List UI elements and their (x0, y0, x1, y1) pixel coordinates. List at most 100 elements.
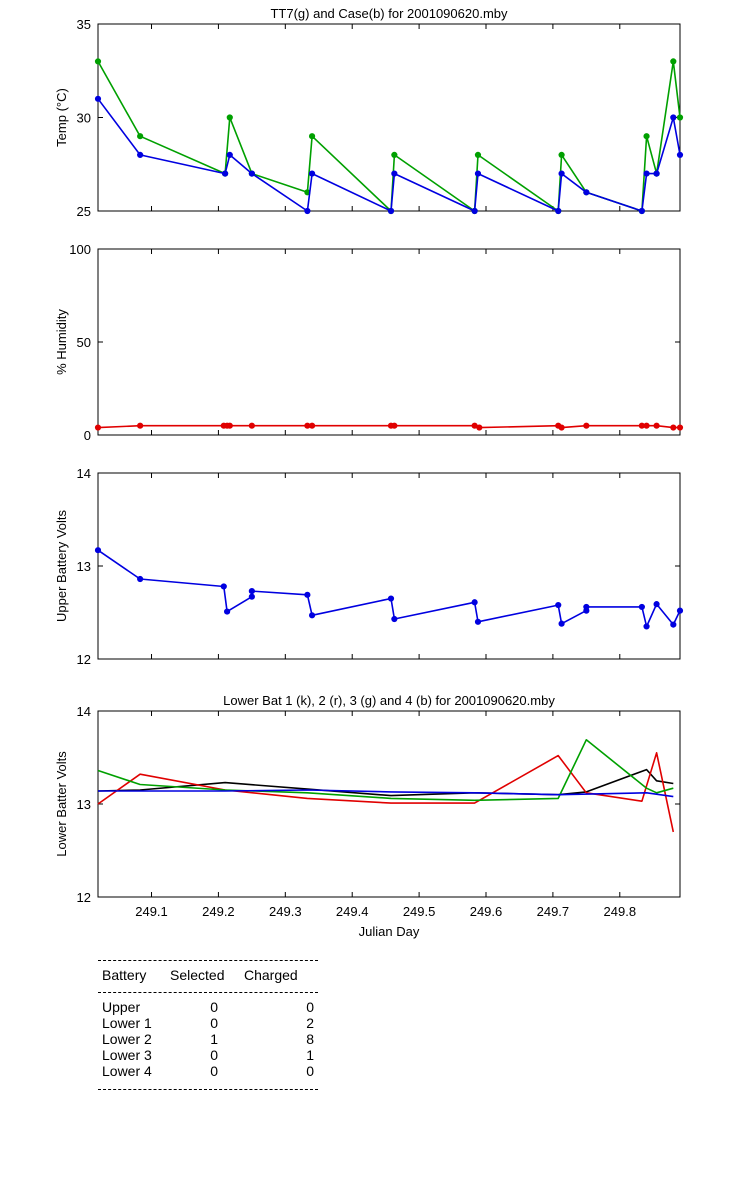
upper-data-point (558, 620, 565, 627)
temp-data-point (226, 151, 233, 158)
temp-data-point (555, 207, 562, 215)
x-tick-label: 249.2 (202, 904, 235, 919)
cell-battery: Upper (102, 999, 141, 1015)
temp-series-case-line (97, 98, 681, 212)
temp-data-point (304, 207, 311, 215)
upper-data-point (653, 601, 660, 608)
humidity-data-point (391, 422, 398, 429)
table-body: Upper 0 0 Lower 1 0 2 Lower 2 1 8 Lower … (98, 993, 318, 1089)
upper-series-upper-line (97, 549, 681, 628)
temp-data-point (222, 170, 229, 177)
temp-data-point (137, 151, 144, 158)
humidity-data-point (653, 422, 660, 429)
temp-data-point (248, 170, 255, 177)
humidity-data-point (476, 424, 483, 431)
temp-chart-title: TT7(g) and Case(b) for 2001090620.mby (270, 6, 508, 21)
temp-data-point (653, 170, 660, 177)
temp-data-point (670, 114, 677, 121)
temp-data-point (583, 189, 590, 196)
x-tick-label: 249.4 (336, 904, 369, 919)
cell-selected: 0 (210, 1047, 218, 1063)
upper-data-point (583, 603, 590, 611)
humidity-ytick-label: 50 (77, 335, 91, 350)
cell-selected: 1 (210, 1031, 218, 1047)
upper-data-point (304, 591, 311, 598)
lower-axes-box (97, 710, 681, 898)
table-top-rule (98, 960, 318, 961)
header-charged: Charged (244, 967, 298, 983)
cell-battery: Lower 3 (102, 1047, 152, 1063)
upper-data-point (220, 583, 227, 590)
upper-data-point (137, 575, 144, 583)
upper-data-point (676, 607, 684, 614)
humidity-ytick-label: 100 (69, 242, 91, 257)
upper-data-point (471, 599, 478, 606)
cell-selected: 0 (210, 1015, 218, 1031)
temp-axes-box (97, 23, 681, 212)
lower-panel: 12 13 14 249.1 249.2 249.3 249.4 249.5 249.6 249.… (54, 693, 681, 919)
temp-data-point (137, 133, 144, 140)
table-row: Upper 0 0 (98, 999, 318, 1015)
upper-data-point (670, 621, 677, 628)
humidity-data-point (137, 422, 144, 429)
table-row: Lower 3 0 1 (98, 1047, 318, 1063)
lower-chart-title: Lower Bat 1 (k), 2 (r), 3 (g) and 4 (b) … (223, 693, 555, 708)
lower-ytick-label: 12 (77, 890, 91, 905)
cell-selected: 0 (210, 1063, 218, 1079)
temp-data-point (391, 170, 398, 177)
x-tick-label: 249.8 (604, 904, 637, 919)
upper-ytick-label: 13 (77, 559, 91, 574)
table-header-rule (98, 992, 318, 993)
table-row: Lower 1 0 2 (98, 1015, 318, 1031)
temp-y-axis-label: Temp (°C) (54, 88, 69, 147)
humidity-panel: 0 50 100 % Humidity (54, 242, 684, 443)
temp-data-point (474, 170, 482, 177)
upper-axes-box (97, 472, 681, 660)
humidity-data-point (226, 422, 233, 429)
upper-data-point (555, 601, 562, 609)
humidity-data-point (670, 424, 677, 431)
humidity-data-point (583, 422, 590, 429)
temp-data-point (643, 133, 650, 140)
upper-ytick-label: 12 (77, 652, 91, 667)
temp-data-point (558, 151, 565, 158)
lower-series-lower-bat-4-line (98, 789, 674, 798)
upper-panel: 12 13 14 Upper Battery Volts (54, 466, 684, 667)
humidity-data-point (248, 422, 255, 429)
cell-battery: Lower 2 (102, 1031, 152, 1047)
humidity-data-point (94, 424, 102, 431)
temp-data-point (308, 133, 316, 140)
upper-data-point (94, 547, 102, 554)
humidity-data-point (643, 422, 650, 429)
temp-data-point (474, 151, 482, 158)
x-axis-label: Julian Day (359, 924, 420, 939)
lower-ytick-label: 13 (77, 797, 91, 812)
temp-data-point (676, 151, 684, 158)
cell-selected: 0 (210, 999, 218, 1015)
temp-data-point (94, 95, 102, 102)
humidity-data-point (676, 424, 684, 431)
upper-data-point (638, 603, 645, 611)
upper-data-point (391, 615, 398, 623)
cell-charged: 0 (306, 1063, 314, 1079)
header-selected: Selected (170, 967, 225, 983)
cell-charged: 0 (306, 999, 314, 1015)
upper-data-point (643, 623, 650, 630)
x-tick-label: 249.6 (470, 904, 503, 919)
table-row: Lower 4 0 0 (98, 1063, 318, 1079)
cell-charged: 1 (306, 1047, 314, 1063)
upper-ytick-label: 14 (77, 466, 91, 481)
temp-data-point (226, 114, 233, 121)
temp-series-tt7-line (97, 60, 681, 212)
lower-series-lower-bat-3-line (97, 738, 674, 802)
lower-ytick-label: 14 (77, 704, 91, 719)
upper-data-point (308, 612, 316, 619)
table-bottom-rule (98, 1089, 318, 1090)
temp-data-point (391, 151, 398, 158)
cell-battery: Lower 1 (102, 1015, 152, 1031)
temp-data-point (308, 170, 316, 177)
temp-ytick-label: 25 (77, 204, 91, 219)
upper-data-point (248, 588, 255, 595)
temp-data-point (676, 114, 684, 121)
temp-ytick-label: 35 (77, 17, 91, 32)
